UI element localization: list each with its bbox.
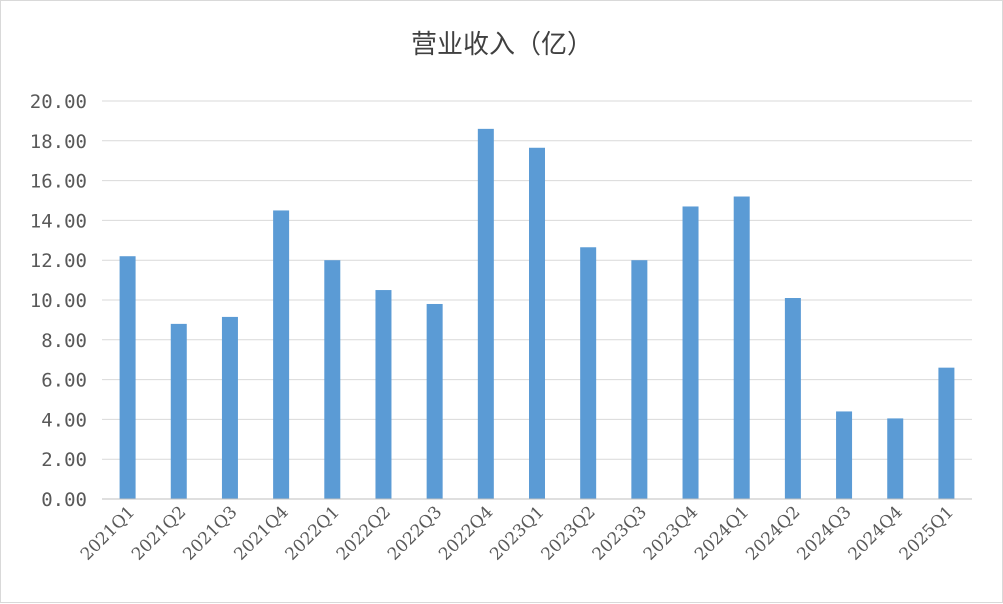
x-tick-label: 2021Q1 [77, 502, 139, 564]
x-tick-label: 2022Q4 [435, 502, 497, 564]
bar-2025Q1 [938, 367, 955, 499]
y-tick-label: 12.00 [30, 250, 87, 272]
x-tick-label: 2025Q1 [896, 502, 958, 564]
x-tick-label: 2021Q2 [128, 502, 190, 564]
bar-2022Q2 [375, 290, 392, 499]
bar-2024Q2 [784, 298, 801, 499]
x-tick-label: 2022Q2 [333, 502, 395, 564]
x-tick-label: 2023Q1 [486, 502, 548, 564]
x-tick-label: 2023Q2 [537, 502, 599, 564]
y-tick-label: 0.00 [41, 489, 87, 511]
y-tick-label: 6.00 [41, 370, 87, 392]
x-tick-label: 2024Q3 [793, 502, 855, 564]
chart-title: 营业收入（亿） [411, 30, 593, 60]
bar-2021Q3 [221, 316, 238, 499]
bars [119, 128, 955, 500]
x-tick-label: 2022Q3 [384, 502, 446, 564]
bar-2021Q2 [170, 323, 187, 499]
x-tick-label: 2022Q1 [282, 502, 344, 564]
x-tick-label: 2023Q3 [589, 502, 651, 564]
bar-2023Q4 [682, 206, 699, 499]
y-tick-label: 4.00 [41, 409, 87, 431]
bar-2024Q3 [836, 411, 853, 499]
x-tick-label: 2023Q4 [640, 502, 702, 564]
bar-2021Q4 [273, 210, 290, 499]
y-tick-label: 18.00 [30, 131, 87, 153]
y-tick-label: 2.00 [41, 449, 87, 471]
bar-2023Q2 [580, 247, 597, 499]
x-tick-label: 2021Q4 [230, 502, 292, 564]
x-tick-label: 2024Q2 [742, 502, 804, 564]
y-tick-label: 14.00 [30, 210, 87, 232]
y-axis-ticks: 0.00 2.00 4.00 6.00 8.00 10.00 12.00 14.00 16.00… [30, 91, 87, 511]
bar-2024Q4 [887, 418, 904, 499]
y-tick-label: 8.00 [41, 330, 87, 352]
bar-2023Q1 [529, 147, 545, 499]
bar-2023Q3 [631, 260, 648, 499]
bar-2021Q1 [119, 256, 136, 499]
x-axis-ticks: 2021Q12021Q22021Q32021Q42022Q12022Q22022… [77, 502, 958, 564]
bar-2022Q4 [477, 128, 494, 500]
bar-2022Q1 [324, 260, 341, 499]
x-tick-label: 2021Q3 [179, 502, 241, 564]
y-tick-label: 20.00 [30, 91, 87, 113]
y-tick-label: 16.00 [30, 171, 87, 193]
x-tick-label: 2024Q4 [845, 502, 907, 564]
bar-2024Q1 [733, 196, 750, 499]
x-tick-label: 2024Q1 [691, 502, 753, 564]
bar-2022Q3 [426, 303, 443, 499]
y-tick-label: 10.00 [30, 290, 87, 312]
